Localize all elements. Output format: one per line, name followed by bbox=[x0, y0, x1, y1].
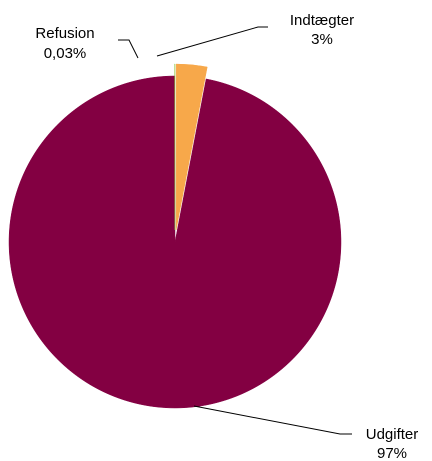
leader-line-refusion bbox=[118, 39, 139, 59]
pie-slice-udgifter bbox=[8, 75, 342, 409]
slice-value-indtaegter: 3% bbox=[311, 31, 333, 48]
slice-label-refusion: Refusion bbox=[35, 25, 94, 42]
slice-value-udgifter: 97% bbox=[377, 445, 407, 461]
slice-label-indtaegter: Indtægter bbox=[290, 12, 354, 29]
pie-slices bbox=[8, 63, 342, 409]
pie-slice-indtaegter bbox=[175, 63, 208, 231]
slice-value-refusion: 0,03% bbox=[44, 45, 87, 62]
leader-line-indtaegter bbox=[156, 26, 268, 57]
slice-label-udgifter: Udgifter bbox=[366, 426, 419, 443]
leader-line-udgifter bbox=[193, 405, 352, 435]
